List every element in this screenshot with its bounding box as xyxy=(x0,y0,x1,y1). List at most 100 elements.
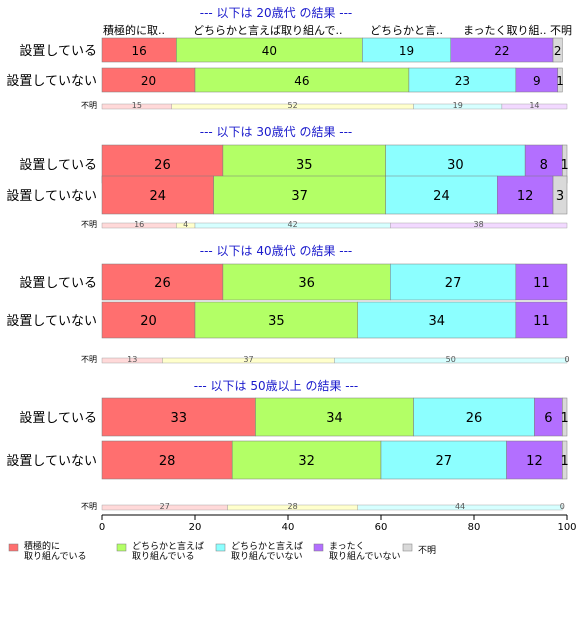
bar-segment xyxy=(552,175,568,215)
bar-value: 20 xyxy=(141,74,156,88)
bar-value: 32 xyxy=(298,454,315,469)
unknown-label: 不明 xyxy=(81,220,97,229)
bar-segment xyxy=(413,397,535,437)
unknown-label: 不明 xyxy=(81,355,97,364)
unknown-value: 0 xyxy=(564,355,569,364)
x-tick-label: 20 xyxy=(189,522,202,533)
row-label: 設置していない xyxy=(6,313,97,329)
bar-value: 11 xyxy=(533,314,550,329)
unknown-value: 13 xyxy=(127,355,137,364)
bar-value: 1 xyxy=(556,74,564,88)
legend-swatch xyxy=(8,543,19,552)
bar-value: 27 xyxy=(445,276,462,291)
bar-segment xyxy=(101,37,177,63)
legend-label: まったく xyxy=(329,541,365,552)
x-tick-label: 0 xyxy=(99,522,105,533)
unknown-value: 16 xyxy=(134,220,144,229)
bar-segment xyxy=(101,263,224,301)
row-label: 設置していない xyxy=(6,188,97,204)
bar-segment xyxy=(562,440,568,480)
bar-value: 12 xyxy=(526,454,543,469)
bar-value: 1 xyxy=(561,158,569,173)
unknown-value: 38 xyxy=(474,220,484,229)
bar-value: 40 xyxy=(262,44,277,58)
bar-value: 33 xyxy=(170,411,187,426)
bar-segment xyxy=(101,440,233,480)
bar-segment xyxy=(390,263,517,301)
legend-label: 取り組んでいない xyxy=(231,550,303,562)
unknown-value: 37 xyxy=(243,355,253,364)
bar-value: 27 xyxy=(436,454,453,469)
bar-segment xyxy=(450,37,554,63)
bar-value: 24 xyxy=(433,189,450,204)
bar-segment xyxy=(213,175,386,215)
bar-value: 2 xyxy=(554,44,562,58)
unknown-segment xyxy=(501,103,568,110)
bar-value: 22 xyxy=(494,44,509,58)
group-title: --- 以下は 30歳代 の結果 --- xyxy=(200,125,353,139)
x-tick-label: 100 xyxy=(557,522,576,533)
legend-label: 取り組んでいない xyxy=(329,550,401,562)
legend-label: どちらかと言えば xyxy=(132,540,204,552)
bar-segment xyxy=(231,440,382,480)
legend-label: 取り組んでいる xyxy=(24,550,87,562)
row-label: 設置している xyxy=(19,410,97,426)
legend-swatch xyxy=(215,543,226,552)
unknown-label: 不明 xyxy=(81,502,97,511)
bar-segment xyxy=(515,67,558,93)
header-label: どちらかと言.. xyxy=(370,24,443,37)
header-label: 積極的に取.. xyxy=(103,23,165,37)
unknown-value: 28 xyxy=(288,502,298,511)
unknown-value: 27 xyxy=(160,502,170,511)
bar-value: 34 xyxy=(326,411,343,426)
bar-value: 37 xyxy=(291,189,308,204)
legend-label: 積極的に xyxy=(24,540,60,552)
header-label: まったく取り組.. xyxy=(463,24,547,37)
bar-value: 46 xyxy=(294,74,309,88)
bar-segment xyxy=(506,440,563,480)
row-label: 設置していない xyxy=(6,73,97,89)
unknown-value: 50 xyxy=(446,355,456,364)
bar-segment xyxy=(194,301,358,339)
bar-segment xyxy=(557,67,563,93)
unknown-value: 4 xyxy=(183,220,188,229)
bar-value: 8 xyxy=(540,158,548,173)
header-label: どちらかと言えば取り組んで.. xyxy=(193,24,342,37)
unknown-segment xyxy=(357,504,563,511)
group-title: --- 以下は 50歳以上 の結果 --- xyxy=(194,379,359,393)
bar-segment xyxy=(176,37,363,63)
bar-segment xyxy=(562,397,568,437)
legend-swatch xyxy=(313,543,324,552)
bar-value: 35 xyxy=(296,158,313,173)
unknown-value: 14 xyxy=(529,101,539,110)
group-title: --- 以下は 20歳代 の結果 --- xyxy=(200,6,353,20)
unknown-value: 44 xyxy=(455,502,465,511)
bar-value: 24 xyxy=(150,189,167,204)
bar-segment xyxy=(357,301,517,339)
row-label: 設置していない xyxy=(6,453,97,469)
header-label: 不明 xyxy=(550,24,572,37)
bar-segment xyxy=(194,67,410,93)
bar-value: 11 xyxy=(533,276,550,291)
bar-value: 6 xyxy=(544,411,552,426)
unknown-value: 0 xyxy=(560,502,565,511)
x-tick-label: 40 xyxy=(282,522,295,533)
unknown-value: 15 xyxy=(132,101,142,110)
bar-segment xyxy=(101,67,196,93)
bar-value: 26 xyxy=(154,158,171,173)
bar-segment xyxy=(497,175,554,215)
bar-value: 12 xyxy=(517,189,534,204)
bar-value: 9 xyxy=(533,74,541,88)
bar-value: 16 xyxy=(132,44,147,58)
group-title: --- 以下は 40歳代 の結果 --- xyxy=(200,244,353,258)
bar-value: 20 xyxy=(140,314,157,329)
bar-value: 26 xyxy=(466,411,483,426)
bar-value: 35 xyxy=(268,314,285,329)
bar-segment xyxy=(515,301,568,339)
unknown-label: 不明 xyxy=(81,101,97,110)
bar-segment xyxy=(101,301,196,339)
bar-value: 28 xyxy=(159,454,176,469)
bar-value: 26 xyxy=(154,276,171,291)
unknown-value: 42 xyxy=(288,220,298,229)
